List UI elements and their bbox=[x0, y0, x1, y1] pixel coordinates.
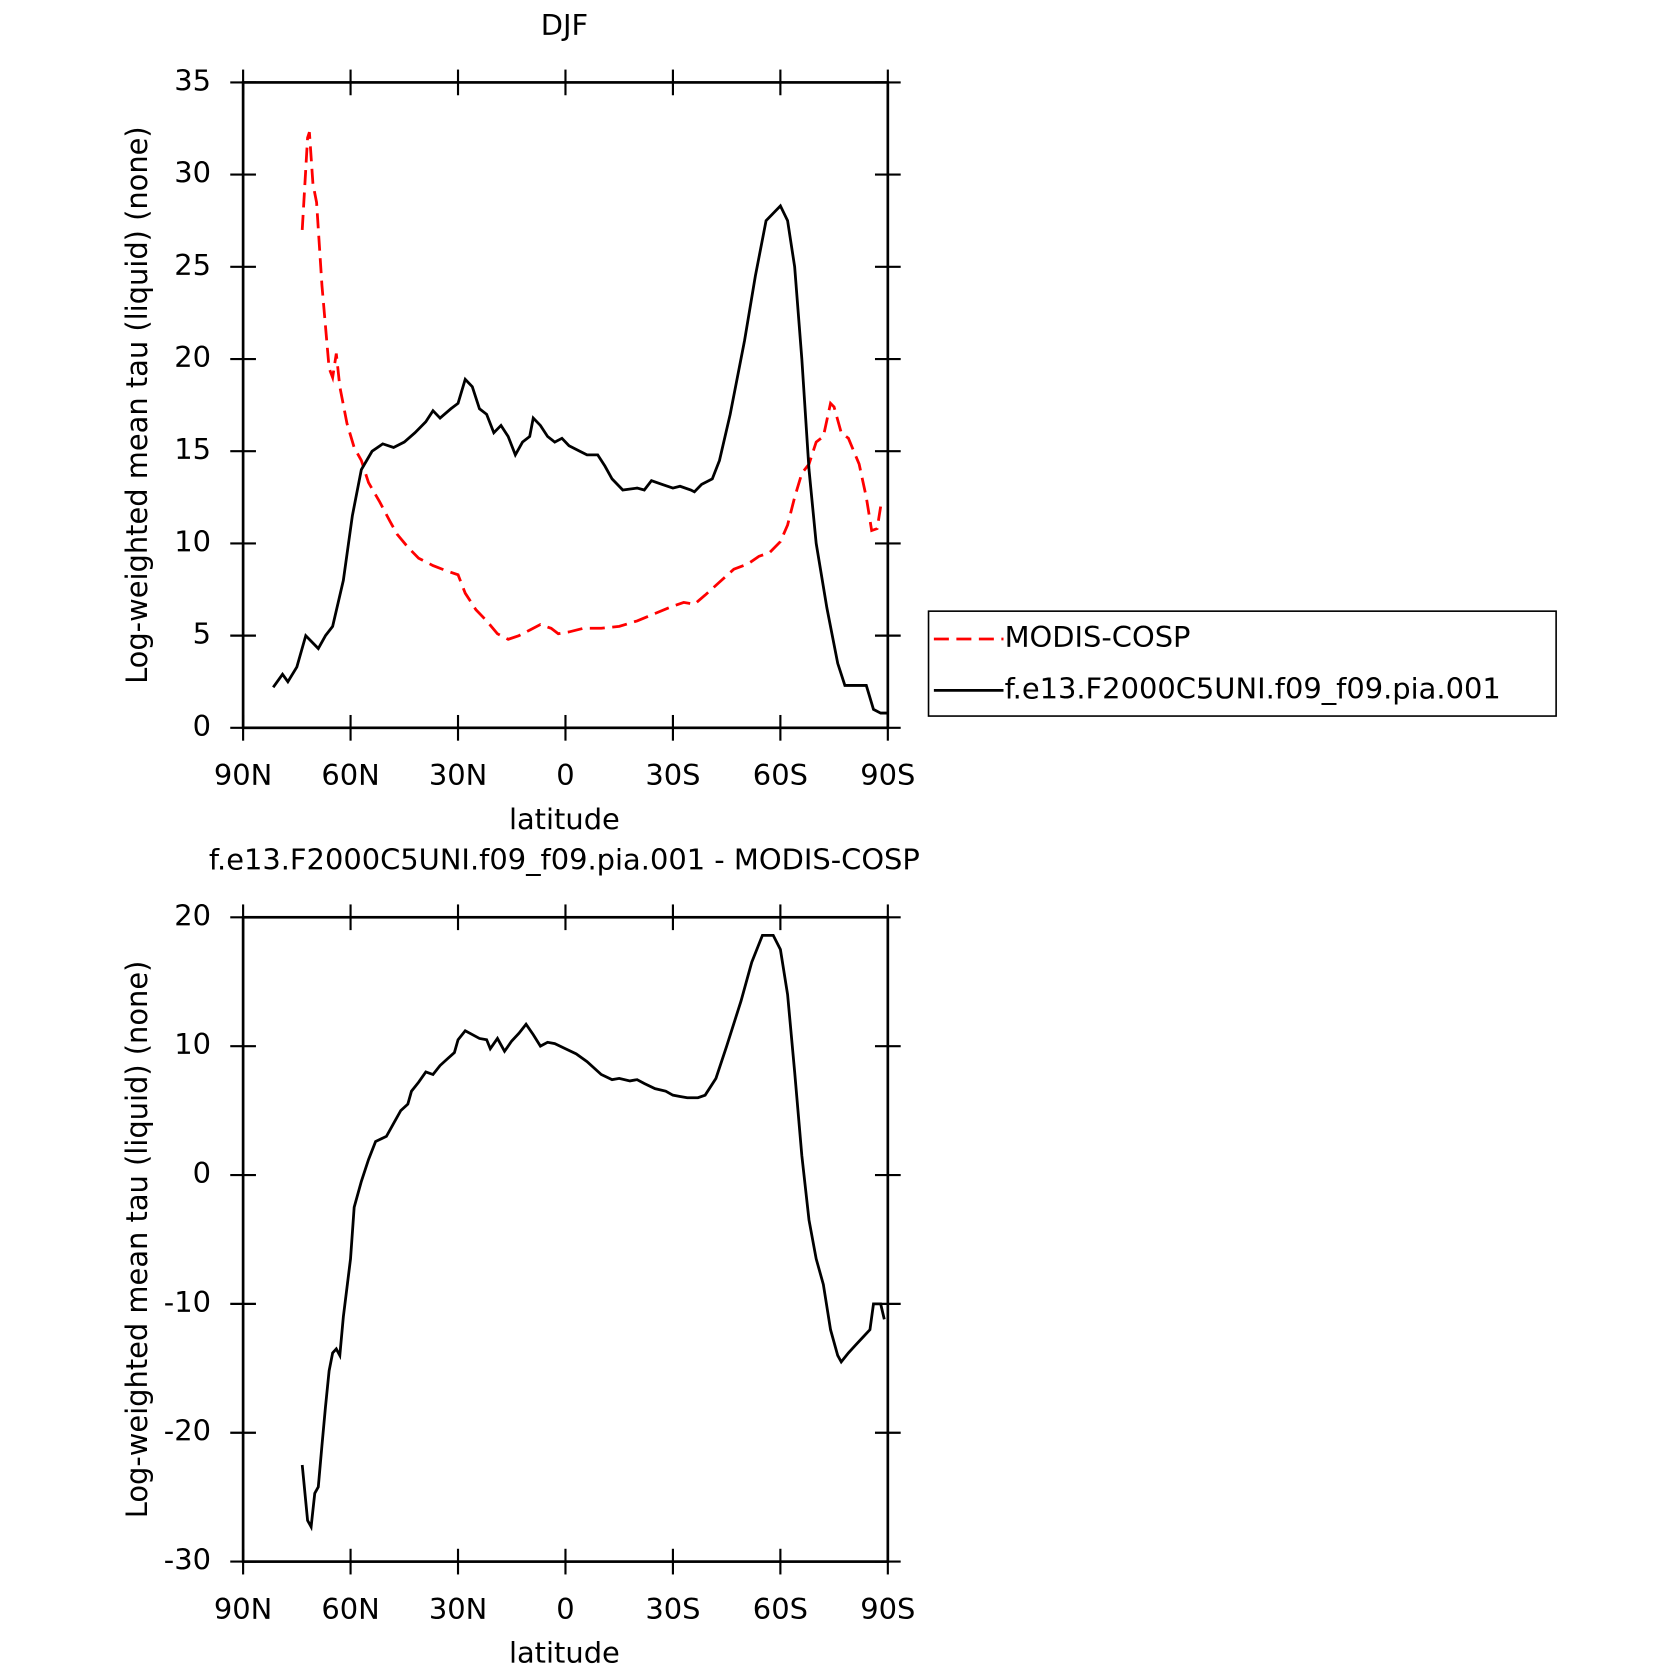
x-axis-label: latitude bbox=[509, 802, 620, 836]
x-tick-label: 0 bbox=[556, 758, 574, 792]
x-tick-label: 30S bbox=[645, 758, 700, 792]
x-tick-label: 60S bbox=[753, 758, 808, 792]
y-tick-label: 5 bbox=[193, 617, 211, 651]
y-tick-label: 20 bbox=[174, 340, 211, 374]
y-tick-label: 10 bbox=[174, 1027, 211, 1061]
y-tick-label: 0 bbox=[193, 1156, 211, 1190]
x-tick-label: 60S bbox=[753, 1592, 808, 1626]
legend-label: MODIS-COSP bbox=[1005, 620, 1191, 654]
legend-label: f.e13.F2000C5UNI.f09_f09.pia.001 bbox=[1005, 671, 1501, 705]
data-line bbox=[300, 131, 883, 641]
y-axis-label: Log-weighted mean tau (liquid) (none) bbox=[120, 961, 154, 1519]
y-tick-label: 25 bbox=[174, 248, 211, 282]
y-tick-label: -30 bbox=[164, 1543, 211, 1577]
y-tick-label: -20 bbox=[164, 1414, 211, 1448]
y-tick-label: 10 bbox=[174, 524, 211, 558]
y-axis-label: Log-weighted mean tau (liquid) (none) bbox=[120, 126, 154, 684]
x-tick-label: 90S bbox=[860, 1592, 915, 1626]
plot-frame bbox=[241, 915, 890, 1563]
x-tick-label: 0 bbox=[556, 1592, 574, 1626]
data-line bbox=[300, 933, 886, 1532]
y-tick-label: 30 bbox=[174, 156, 211, 190]
x-tick-label: 90S bbox=[860, 758, 915, 792]
x-tick-label: 30N bbox=[429, 1592, 487, 1626]
chart-title: f.e13.F2000C5UNI.f09_f09.pia.001 - MODIS… bbox=[209, 843, 920, 877]
y-tick-label: 35 bbox=[174, 63, 211, 97]
y-tick-label: -10 bbox=[164, 1285, 211, 1319]
plot-frame bbox=[241, 81, 890, 730]
x-tick-label: 30S bbox=[645, 1592, 700, 1626]
x-tick-label: 60N bbox=[321, 758, 379, 792]
x-tick-label: 30N bbox=[429, 758, 487, 792]
x-tick-label: 90N bbox=[214, 758, 272, 792]
y-tick-label: 20 bbox=[174, 898, 211, 932]
legend-box bbox=[927, 610, 1557, 717]
y-tick-label: 15 bbox=[174, 432, 211, 466]
data-line bbox=[272, 203, 888, 715]
chart-title: DJF bbox=[541, 8, 588, 42]
x-axis-label: latitude bbox=[509, 1636, 620, 1670]
x-tick-label: 90N bbox=[214, 1592, 272, 1626]
x-tick-label: 60N bbox=[321, 1592, 379, 1626]
y-tick-label: 0 bbox=[193, 709, 211, 743]
